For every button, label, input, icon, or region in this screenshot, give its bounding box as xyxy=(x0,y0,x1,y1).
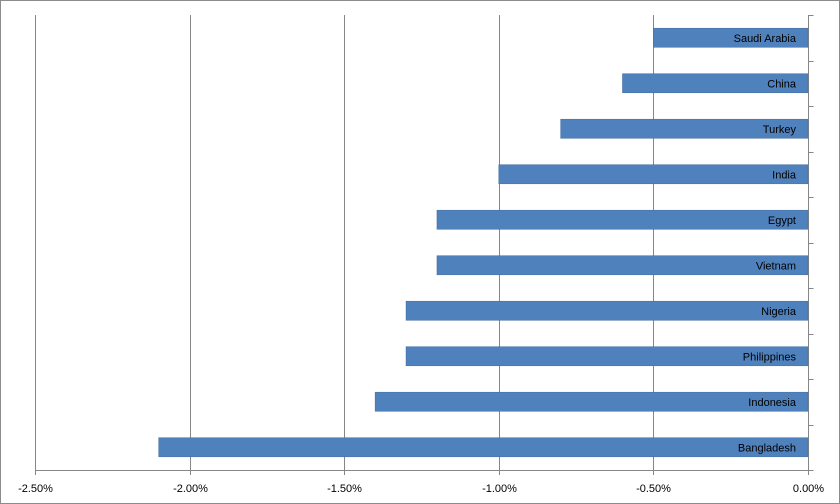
category-label: Turkey xyxy=(763,124,797,136)
bar-indonesia xyxy=(374,391,809,412)
x-tick-label: -1.00% xyxy=(482,483,517,495)
bar-philippines xyxy=(405,346,809,367)
x-tick-label: -2.00% xyxy=(173,483,208,495)
bar-india xyxy=(498,164,809,185)
bar-egypt xyxy=(436,209,809,230)
bar-nigeria xyxy=(405,300,809,321)
category-label: China xyxy=(767,78,797,90)
bar-turkey xyxy=(560,118,809,139)
category-label: Nigeria xyxy=(761,306,797,318)
category-label: Saudi Arabia xyxy=(734,33,797,45)
bar-vietnam xyxy=(436,255,809,276)
category-label: India xyxy=(772,169,797,181)
x-tick-label: -2.50% xyxy=(18,483,53,495)
x-tick-label: -1.50% xyxy=(327,483,362,495)
category-label: Philippines xyxy=(743,351,797,363)
category-label: Egypt xyxy=(768,215,796,227)
category-label: Vietnam xyxy=(756,260,796,272)
bar-bangladesh xyxy=(158,437,809,458)
bar-saudi-arabia xyxy=(653,27,809,48)
category-label: Indonesia xyxy=(748,397,797,409)
x-tick-label: -0.50% xyxy=(636,483,671,495)
x-tick-label: 0.00% xyxy=(793,483,824,495)
bar-china xyxy=(622,73,809,94)
category-label: Bangladesh xyxy=(738,442,796,454)
